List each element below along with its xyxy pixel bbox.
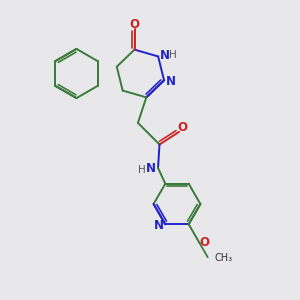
Text: O: O [130, 18, 140, 31]
Text: H: H [138, 165, 146, 175]
Text: N: N [154, 219, 164, 232]
Text: H: H [169, 50, 177, 60]
Text: N: N [160, 49, 170, 62]
Text: N: N [166, 75, 176, 88]
Text: CH₃: CH₃ [214, 253, 232, 263]
Text: O: O [200, 236, 210, 250]
Text: N: N [146, 162, 155, 175]
Text: O: O [178, 121, 188, 134]
